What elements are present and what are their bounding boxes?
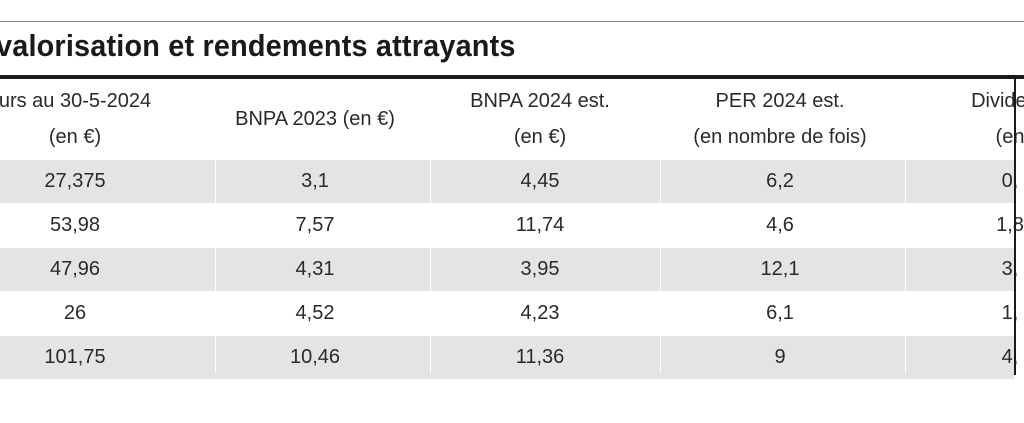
header-per-2024-line1: PER 2024 est. bbox=[715, 90, 845, 112]
cell-cours: 101,75 bbox=[44, 346, 106, 368]
column-separator bbox=[215, 159, 216, 373]
header-per-2024-line2: (en nombre de fois) bbox=[693, 126, 867, 148]
cell-bnpa-2023: 4,52 bbox=[295, 302, 335, 324]
table-row: 26 4,52 4,23 6,1 1, bbox=[0, 291, 1018, 335]
cell-cours: 27,375 bbox=[44, 170, 106, 192]
header-bnpa-2023: BNPA 2023 (en €) bbox=[215, 79, 415, 159]
table-row: 47,96 4,31 3,95 12,1 3, bbox=[0, 247, 1018, 291]
right-edge-rule bbox=[1014, 79, 1016, 375]
table-row: 53,98 7,57 11,74 4,6 1,8 bbox=[0, 203, 1024, 247]
top-rule bbox=[0, 21, 1024, 22]
title-rule bbox=[0, 75, 1024, 79]
cell-cours: 53,98 bbox=[49, 214, 101, 236]
header-cours-line1: urs au 30-5-2024 bbox=[0, 90, 152, 112]
cell-bnpa-2023: 4,31 bbox=[295, 258, 335, 280]
header-bnpa-2024: BNPA 2024 est. (en €) bbox=[440, 79, 640, 159]
header-dividende: Dividend (en bbox=[930, 79, 1024, 159]
column-separator bbox=[905, 159, 906, 373]
table-row: 101,75 10,46 11,36 9 4, bbox=[0, 335, 1018, 379]
cell-bnpa-2024: 4,45 bbox=[520, 170, 560, 192]
header-dividende-line2: (en bbox=[995, 126, 1024, 148]
cell-per-2024: 6,1 bbox=[766, 302, 794, 324]
header-bnpa-2024-line2: (en €) bbox=[513, 126, 567, 148]
cell-bnpa-2023: 7,57 bbox=[295, 214, 335, 236]
header-cours: urs au 30-5-2024 (en €) bbox=[0, 79, 170, 159]
cell-per-2024: 4,6 bbox=[766, 214, 794, 236]
column-separator bbox=[430, 159, 431, 373]
cell-cours: 47,96 bbox=[49, 258, 101, 280]
header-row: urs au 30-5-2024 (en €) BNPA 2023 (en €)… bbox=[0, 79, 1024, 159]
cell-bnpa-2023: 3,1 bbox=[301, 170, 329, 192]
cell-cours: 26 bbox=[63, 302, 87, 324]
table-title: valorisation et rendements attrayants bbox=[0, 28, 516, 63]
header-per-2024: PER 2024 est. (en nombre de fois) bbox=[680, 79, 880, 159]
data-table: urs au 30-5-2024 (en €) BNPA 2023 (en €)… bbox=[0, 79, 1024, 379]
cell-per-2024: 9 bbox=[774, 346, 786, 368]
header-cours-line2: (en €) bbox=[48, 126, 102, 148]
header-dividende-line1: Dividend bbox=[971, 90, 1024, 112]
cell-per-2024: 6,2 bbox=[766, 170, 794, 192]
header-bnpa-2024-line1: BNPA 2024 est. bbox=[470, 90, 610, 112]
cell-dividende: 4, bbox=[1001, 346, 1019, 368]
cell-bnpa-2024: 11,74 bbox=[515, 214, 565, 236]
cell-dividende: 1,8 bbox=[996, 214, 1024, 236]
cell-bnpa-2024: 4,23 bbox=[520, 302, 560, 324]
cell-per-2024: 12,1 bbox=[760, 258, 800, 280]
cell-bnpa-2023: 10,46 bbox=[289, 346, 341, 368]
table-row: 27,375 3,1 4,45 6,2 0, bbox=[0, 159, 1018, 203]
header-bnpa-2023-line1: BNPA 2023 (en €) bbox=[235, 108, 395, 130]
cell-dividende: 1, bbox=[1001, 302, 1019, 324]
column-separator bbox=[660, 159, 661, 373]
cell-dividende: 0, bbox=[1001, 170, 1019, 192]
cell-dividende: 3, bbox=[1001, 258, 1019, 280]
cell-bnpa-2024: 3,95 bbox=[520, 258, 560, 280]
cell-bnpa-2024: 11,36 bbox=[515, 346, 565, 368]
